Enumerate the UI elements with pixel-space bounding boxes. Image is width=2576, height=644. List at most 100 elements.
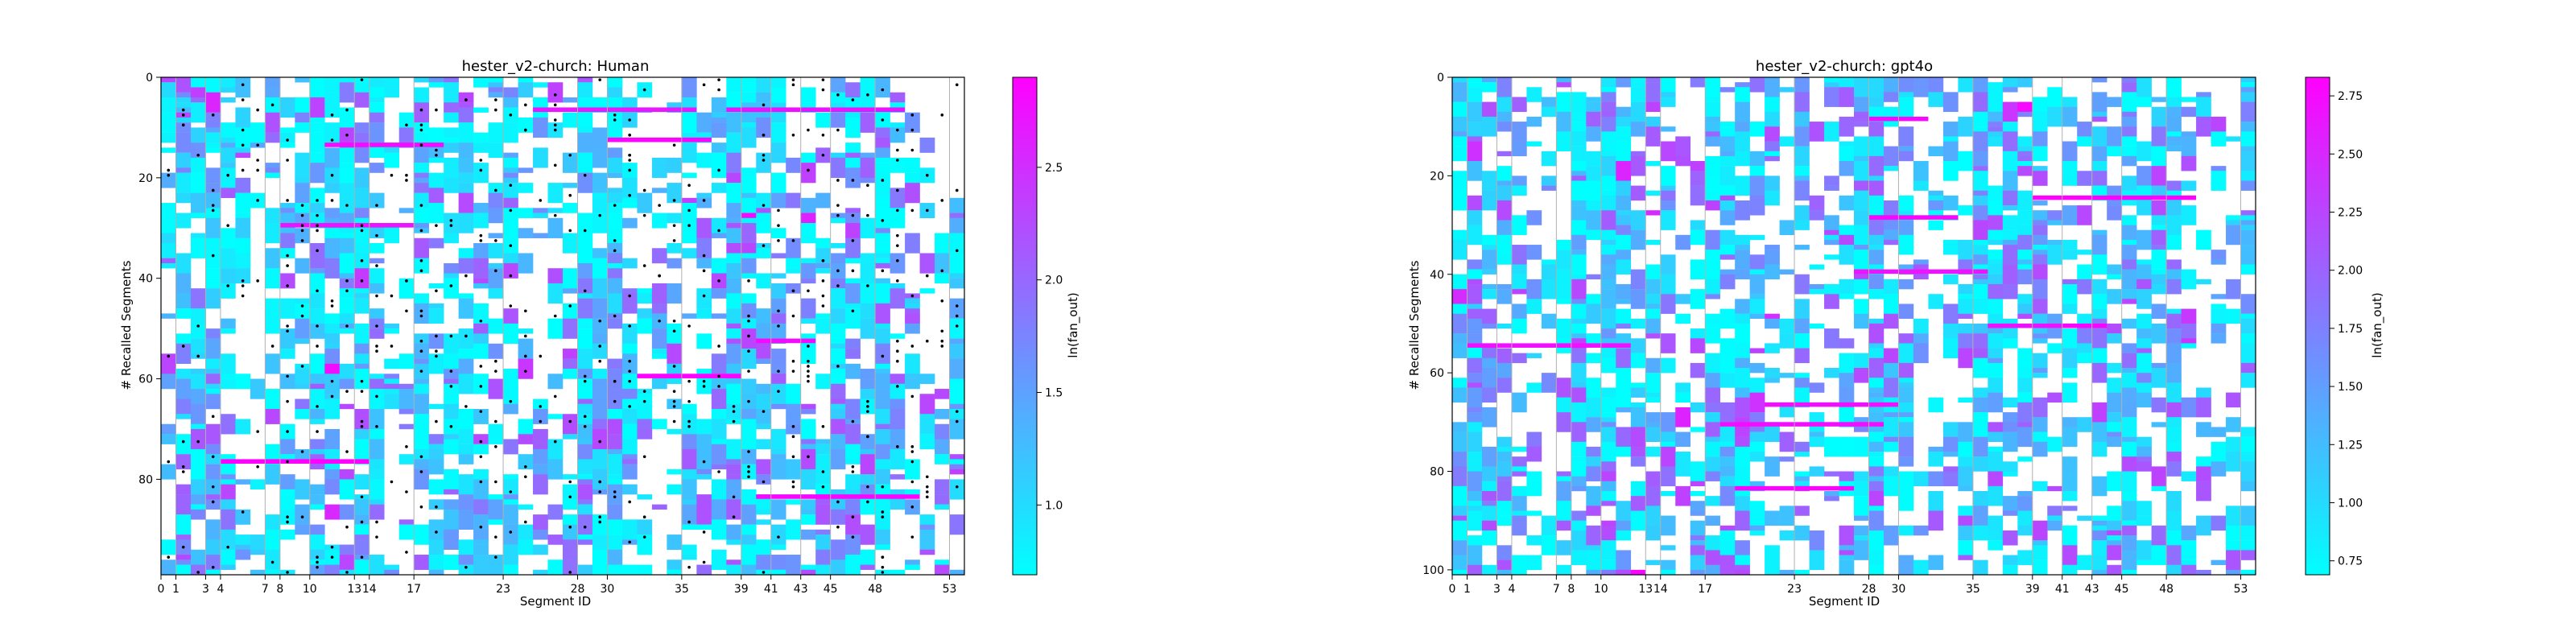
dot-marker-human [583, 374, 587, 378]
heatmap-cell-human [503, 223, 518, 238]
heatmap-cell-human [935, 454, 950, 464]
heatmap-cell-gpt4o [2091, 161, 2107, 171]
heatmap-cell-gpt4o [1988, 126, 2004, 132]
dot-marker-human [807, 365, 810, 368]
heatmap-cell-human [339, 237, 355, 254]
dot-marker-human [851, 470, 855, 473]
heatmap-cell-gpt4o [1719, 540, 1736, 555]
heatmap-cell-gpt4o [1690, 171, 1706, 186]
heatmap-cell-gpt4o [1839, 87, 1855, 107]
heatmap-cell-human [503, 479, 518, 495]
dot-marker-human [375, 535, 378, 539]
heatmap-cell-human [667, 535, 683, 550]
dot-marker-human [316, 213, 319, 217]
heatmap-cell-human [265, 464, 281, 485]
heatmap-cell-human [667, 559, 683, 570]
heatmap-cell-gpt4o [1586, 485, 1602, 506]
heatmap-cell-human [279, 529, 295, 540]
heatmap-cell-human [444, 278, 459, 299]
heatmap-cell-human [681, 117, 697, 133]
heatmap-cell-gpt4o [1779, 431, 1795, 452]
heatmap-cell-human [428, 283, 444, 289]
heatmap-cell-human [265, 514, 281, 530]
heatmap-cell-gpt4o [1854, 481, 1869, 497]
heatmap-cell-human [577, 278, 593, 294]
heatmap-cell-gpt4o [2196, 387, 2211, 398]
dot-marker-human [732, 419, 736, 423]
heatmap-cell-gpt4o [1496, 220, 1513, 236]
heatmap-cell-human [681, 97, 697, 108]
heatmap-cell-gpt4o [2047, 87, 2063, 107]
heatmap-cell-human [577, 349, 593, 369]
heatmap-cell-human [279, 474, 295, 490]
heatmap-cell-human [473, 514, 489, 530]
heatmap-cell-human [190, 213, 206, 218]
heatmap-cell-gpt4o [1883, 220, 1899, 230]
heatmap-cell-human [756, 474, 772, 485]
heatmap-cell-human [324, 122, 341, 143]
heatmap-cell-gpt4o [1854, 111, 1869, 122]
dot-marker-human [300, 304, 304, 308]
heatmap-cell-gpt4o [1571, 520, 1587, 531]
heatmap-cell-gpt4o [2240, 220, 2256, 225]
heatmap-cell-gpt4o [2062, 490, 2078, 502]
heatmap-cell-human [935, 273, 950, 284]
heatmap-cell-human [205, 192, 221, 208]
heatmap-cell-human [830, 414, 846, 419]
heatmap-cell-human [205, 278, 221, 289]
heatmap-cell-human [428, 333, 444, 349]
heatmap-cell-human [770, 363, 786, 374]
heatmap-cell-human [770, 403, 786, 410]
heatmap-cell-gpt4o [1705, 550, 1720, 565]
heatmap-cell-gpt4o [1600, 155, 1616, 176]
dot-marker-human [896, 148, 899, 152]
heatmap-cell-gpt4o [2211, 116, 2227, 132]
dot-marker-human [241, 284, 245, 287]
panel-title-human: hester_v2-church: Human [462, 58, 650, 75]
heatmap-cell-gpt4o [2136, 392, 2152, 408]
heatmap-cell-human [175, 273, 192, 294]
heatmap-cell-gpt4o [2121, 77, 2137, 83]
heatmap-cell-human [235, 509, 251, 525]
heatmap-cell-gpt4o [2062, 205, 2078, 225]
heatmap-cell-gpt4o [1839, 116, 1855, 137]
dot-marker-human [881, 179, 885, 182]
dot-marker-human [494, 555, 497, 559]
heatmap-cell-human [741, 192, 757, 199]
heatmap-cell-human [354, 514, 370, 525]
heatmap-cell-human [175, 333, 192, 345]
heatmap-cell-human [384, 374, 399, 379]
dot-marker-human [613, 114, 617, 117]
heatmap-cell-human [518, 328, 534, 334]
heatmap-cell-human [621, 177, 638, 199]
heatmap-cell-gpt4o [1690, 461, 1706, 481]
heatmap-cell-human [190, 403, 206, 424]
heatmap-cell-gpt4o [2166, 269, 2182, 280]
dot-marker-human [672, 365, 676, 368]
heatmap-cell-gpt4o [2107, 205, 2122, 221]
heatmap-cell-gpt4o [2032, 333, 2048, 339]
dot-marker-human [330, 545, 334, 549]
heatmap-cell-human [711, 233, 727, 238]
dot-marker-human [419, 229, 423, 233]
heatmap-cell-human [324, 374, 341, 394]
heatmap-cell-human [786, 157, 801, 173]
heatmap-cell-gpt4o [1571, 323, 1587, 334]
heatmap-cell-human [339, 479, 355, 500]
heatmap-cell-gpt4o [1972, 299, 1988, 314]
heatmap-cell-gpt4o [1749, 452, 1765, 462]
heatmap-cell-gpt4o [1958, 441, 1974, 448]
heatmap-cell-gpt4o [2240, 180, 2256, 191]
heatmap-cell-human [161, 223, 176, 233]
heatmap-cell-gpt4o [1556, 299, 1572, 304]
heatmap-cell-human [309, 524, 325, 535]
heatmap-cell-human [414, 414, 429, 419]
x-tick-label-gpt4o: 1 [1463, 583, 1471, 596]
heatmap-cell-human [175, 293, 192, 309]
heatmap-cell-gpt4o [1556, 481, 1572, 502]
heatmap-cell-human [295, 479, 311, 500]
heatmap-cell-human [741, 167, 757, 179]
heatmap-cell-human [577, 323, 593, 329]
heatmap-cell-human [265, 223, 281, 244]
heatmap-cell-gpt4o [1958, 333, 1974, 349]
